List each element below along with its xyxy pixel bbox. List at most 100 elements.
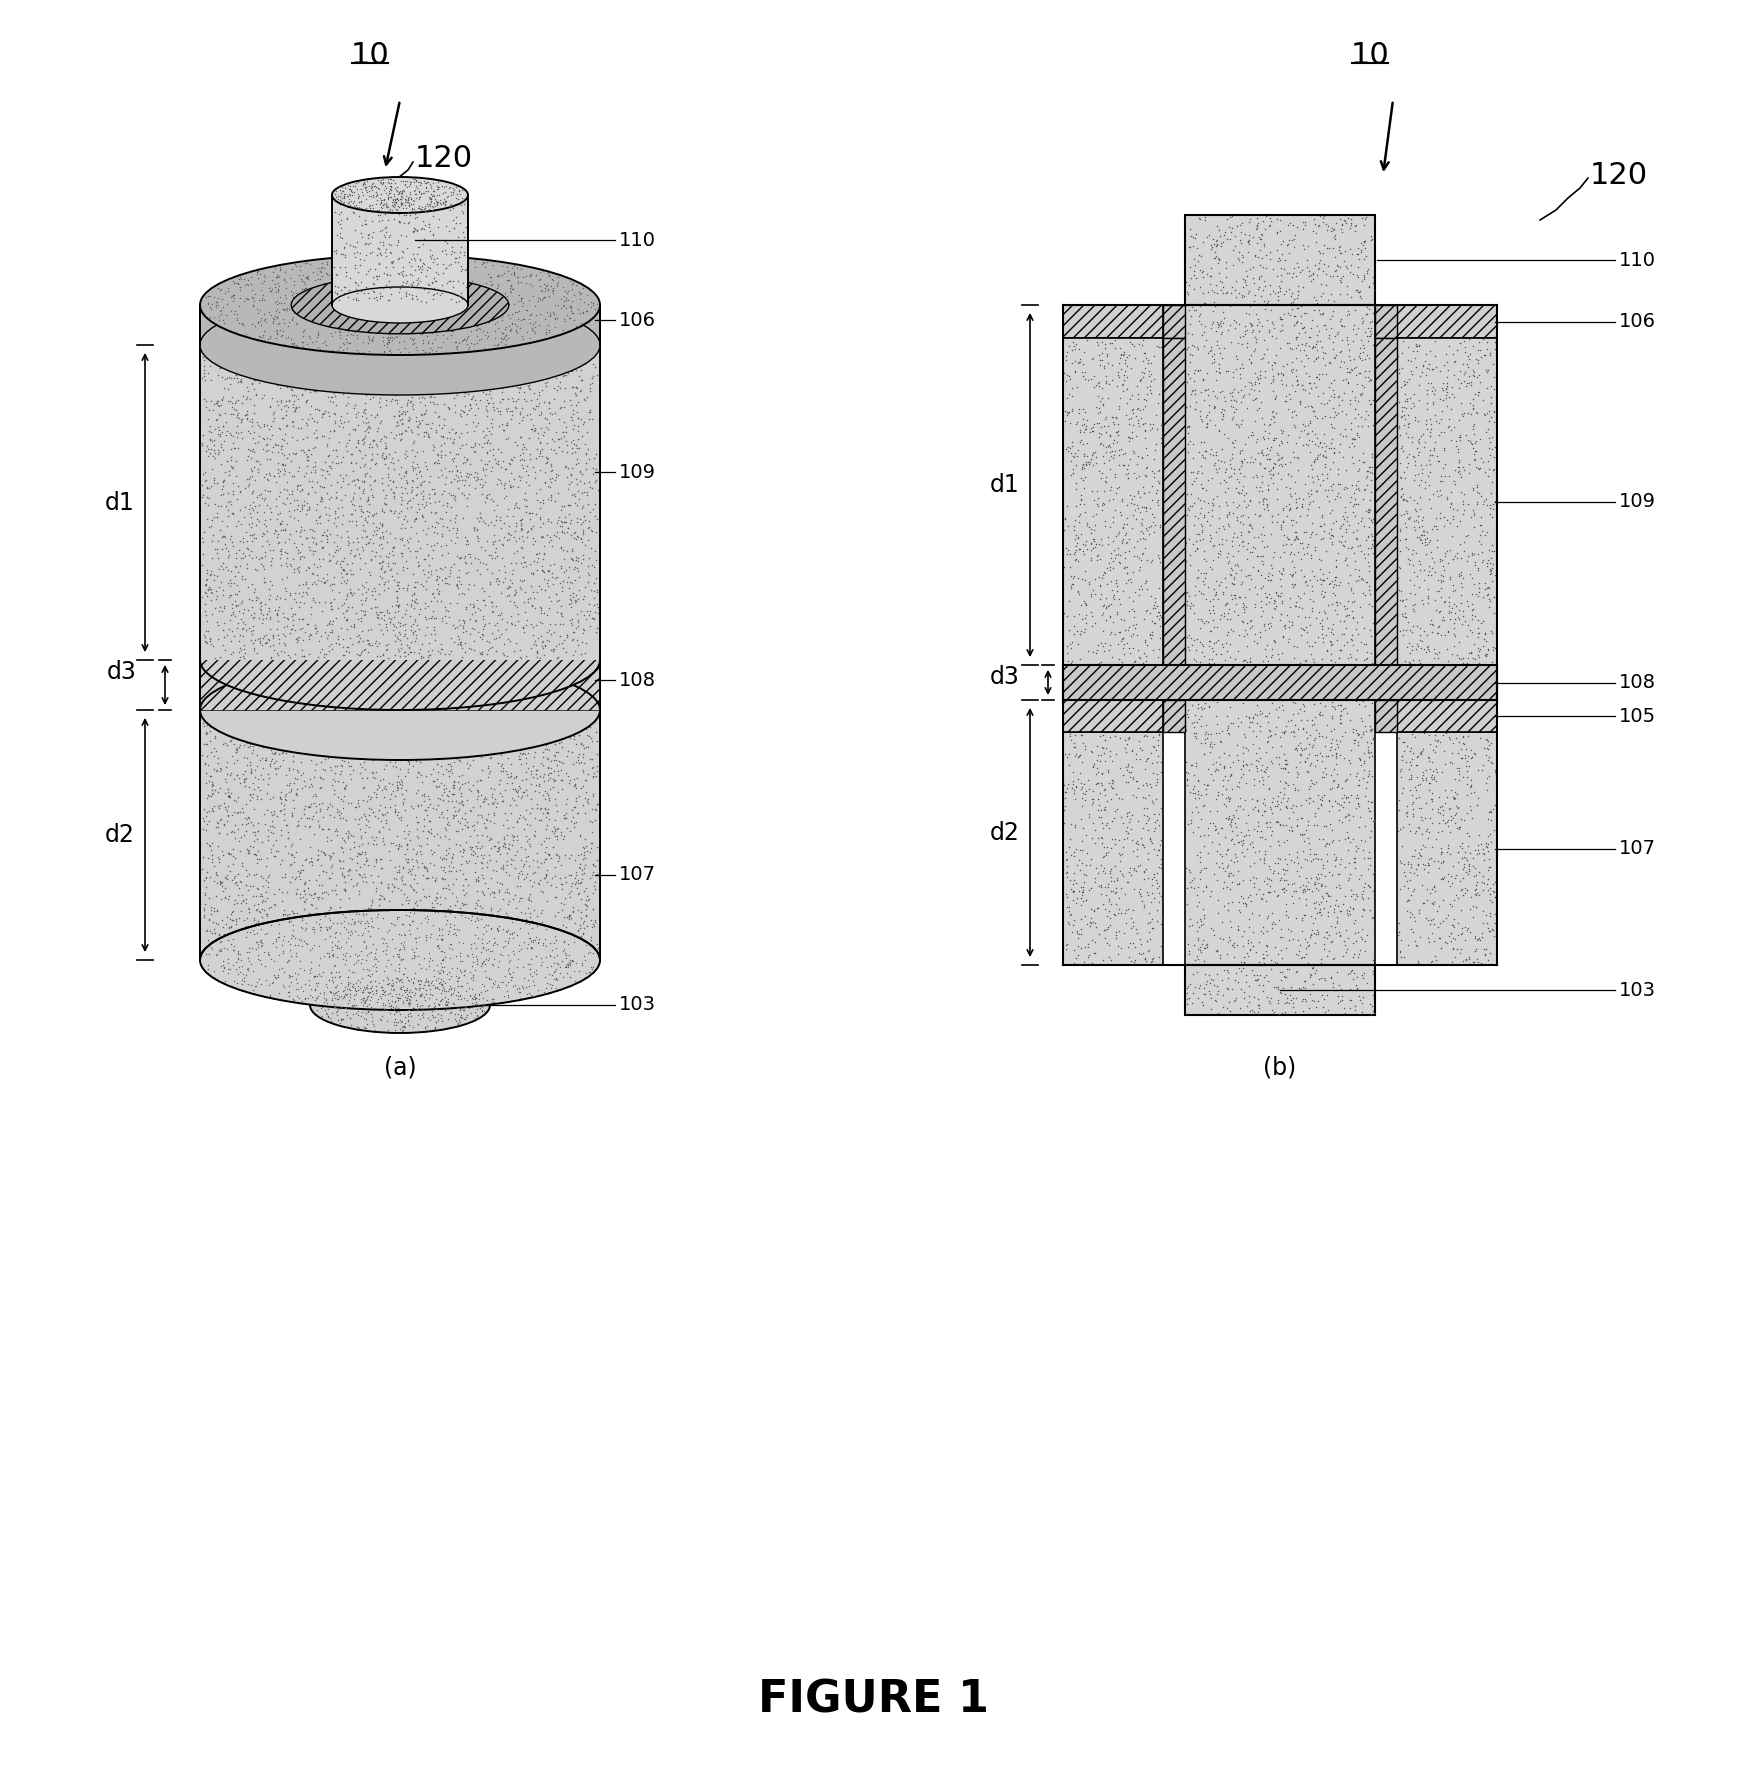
Point <box>378 870 406 899</box>
Point <box>446 709 474 738</box>
Point <box>1119 411 1147 440</box>
Point <box>392 302 420 331</box>
Point <box>481 323 509 352</box>
Point <box>1091 838 1119 867</box>
Point <box>535 281 563 309</box>
Point <box>404 409 432 438</box>
Point <box>392 795 420 824</box>
Point <box>229 341 257 370</box>
Point <box>420 188 447 216</box>
Point <box>521 956 549 985</box>
Point <box>1211 356 1239 384</box>
Point <box>1306 427 1334 456</box>
Point <box>1430 538 1458 566</box>
Point <box>313 917 341 945</box>
Point <box>523 643 551 672</box>
Point <box>1253 561 1281 590</box>
Point <box>507 783 535 811</box>
Point <box>294 298 322 327</box>
Point <box>400 164 428 193</box>
Point <box>393 525 421 554</box>
Point <box>212 729 239 758</box>
Point <box>1068 465 1096 493</box>
Point <box>315 944 343 972</box>
Point <box>479 520 507 549</box>
Point <box>372 193 400 222</box>
Point <box>264 963 292 992</box>
Point <box>1089 636 1117 665</box>
Point <box>378 313 406 341</box>
Point <box>418 815 446 843</box>
Point <box>388 602 416 631</box>
Point <box>420 604 447 633</box>
Point <box>1276 538 1304 566</box>
Point <box>495 879 523 908</box>
Point <box>269 958 297 986</box>
Point <box>510 597 538 625</box>
Point <box>1246 600 1274 629</box>
Point <box>238 570 266 599</box>
Point <box>236 779 264 808</box>
Point <box>1349 475 1377 504</box>
Point <box>423 879 451 908</box>
Point <box>390 332 418 361</box>
Point <box>189 470 217 499</box>
Point <box>1281 345 1309 373</box>
Point <box>285 729 313 758</box>
Point <box>346 927 374 956</box>
Point <box>493 902 521 931</box>
Point <box>1290 211 1318 239</box>
Point <box>572 911 600 940</box>
Point <box>1463 606 1491 634</box>
Point <box>378 231 406 259</box>
Point <box>346 277 374 306</box>
Point <box>281 838 309 867</box>
Point <box>1217 761 1245 790</box>
Point <box>343 849 371 877</box>
Point <box>1206 840 1234 868</box>
Point <box>570 942 598 970</box>
Point <box>302 395 330 424</box>
Point <box>1407 357 1435 386</box>
Point <box>565 799 593 827</box>
Point <box>1449 338 1477 366</box>
Point <box>409 273 437 302</box>
Point <box>420 917 447 945</box>
Point <box>530 368 558 397</box>
Point <box>1257 720 1285 749</box>
Point <box>1321 954 1349 983</box>
Point <box>582 936 610 965</box>
Point <box>1077 441 1105 470</box>
Point <box>430 313 458 341</box>
Point <box>348 177 376 206</box>
Point <box>374 245 402 273</box>
Point <box>320 409 348 438</box>
Point <box>563 715 591 743</box>
Point <box>463 341 491 370</box>
Point <box>1353 568 1381 597</box>
Point <box>1260 652 1288 681</box>
Point <box>409 229 437 257</box>
Point <box>364 357 392 386</box>
Point <box>239 724 267 752</box>
Point <box>218 281 246 309</box>
Point <box>236 938 264 967</box>
Point <box>1397 720 1425 749</box>
Point <box>454 813 482 842</box>
Point <box>460 275 488 304</box>
Point <box>1404 645 1432 674</box>
Point <box>551 306 579 334</box>
Point <box>1119 558 1147 586</box>
Point <box>316 922 344 951</box>
Point <box>514 372 542 400</box>
Point <box>348 248 376 277</box>
Point <box>1232 736 1260 765</box>
Point <box>1234 929 1262 958</box>
Point <box>1056 874 1084 902</box>
Point <box>1131 566 1159 595</box>
Point <box>444 275 472 304</box>
Point <box>1283 926 1311 954</box>
Point <box>199 742 227 770</box>
Point <box>220 797 248 826</box>
Point <box>322 922 350 951</box>
